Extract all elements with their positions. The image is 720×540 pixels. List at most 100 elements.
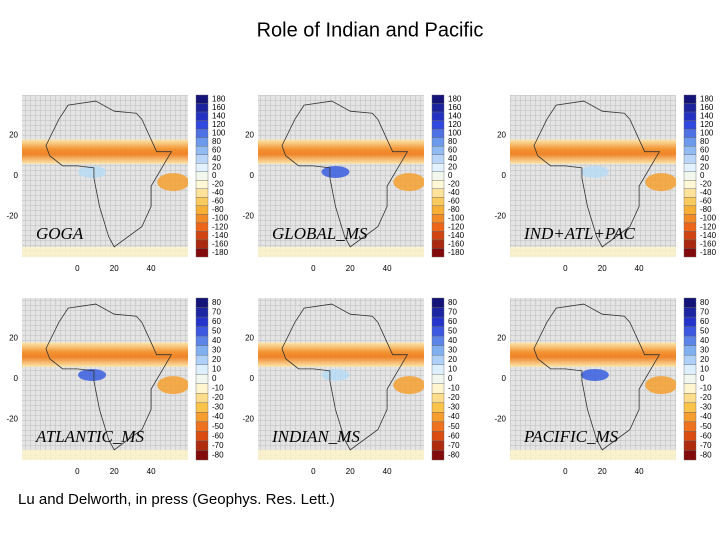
- colorbar-swatch: [683, 94, 697, 104]
- colorbar-swatch: [683, 440, 697, 451]
- colorbar-swatch: [431, 145, 445, 155]
- panel-label: PACIFIC_MS: [523, 427, 619, 446]
- colorbar-swatch: [683, 421, 697, 432]
- colorbar-swatch: [431, 374, 445, 384]
- colorbar-label: 180: [212, 94, 226, 103]
- colorbar-swatch: [195, 421, 209, 432]
- y-tick-label: 0: [250, 171, 255, 180]
- y-tick-label: 0: [14, 171, 19, 180]
- colorbar-swatch: [195, 239, 209, 249]
- colorbar-swatch: [683, 316, 697, 327]
- colorbar-label: -60: [212, 431, 224, 440]
- colorbar-swatch: [195, 297, 209, 308]
- colorbar-label: -180: [448, 248, 465, 257]
- colorbar-label: 100: [448, 128, 462, 137]
- colorbar-swatch: [431, 154, 445, 164]
- colorbar-swatch: [195, 188, 209, 198]
- colorbar-label: 10: [212, 365, 221, 374]
- colorbar-label: 60: [448, 146, 457, 155]
- colorbar-swatch: [683, 154, 697, 164]
- colorbar-label: -70: [212, 441, 224, 450]
- colorbar-swatch: [683, 111, 697, 121]
- colorbar-label: -40: [212, 412, 224, 421]
- colorbar-label: 160: [700, 103, 714, 112]
- x-tick-label: 0: [75, 467, 80, 476]
- colorbar-swatch: [431, 120, 445, 130]
- colorbar-swatch: [195, 197, 209, 207]
- colorbar-swatch: [683, 188, 697, 198]
- colorbar-swatch: [195, 345, 209, 356]
- y-tick-label: -20: [242, 415, 254, 424]
- x-tick-label: 40: [147, 264, 156, 273]
- colorbar-swatch: [195, 412, 209, 423]
- colorbar-swatch: [195, 383, 209, 394]
- anomaly: [580, 165, 609, 178]
- colorbar-swatch: [431, 103, 445, 113]
- colorbar-swatch: [195, 307, 209, 318]
- colorbar-label: -20: [448, 393, 460, 402]
- colorbar-swatch: [431, 197, 445, 207]
- panel-label: IND+ATL+PAC: [523, 224, 635, 243]
- colorbar-swatch: [431, 222, 445, 232]
- colorbar-label: 0: [700, 374, 705, 383]
- colorbar-swatch: [195, 103, 209, 113]
- y-tick-label: 0: [250, 374, 255, 383]
- colorbar-label: -20: [212, 180, 224, 189]
- colorbar-swatch: [683, 335, 697, 346]
- anomaly: [157, 376, 188, 395]
- colorbar-label: -40: [448, 412, 460, 421]
- map-panel: [510, 298, 676, 460]
- colorbar-label: 10: [448, 365, 457, 374]
- colorbar-swatch: [195, 450, 209, 461]
- colorbar-label: 70: [448, 307, 457, 316]
- colorbar-swatch: [195, 326, 209, 337]
- colorbar-swatch: [431, 171, 445, 181]
- colorbar-swatch: [195, 145, 209, 155]
- colorbar-label: -10: [700, 384, 712, 393]
- colorbar-swatch: [683, 364, 697, 375]
- colorbar-swatch: [195, 154, 209, 164]
- colorbar-swatch: [431, 128, 445, 138]
- colorbar-swatch: [683, 163, 697, 172]
- colorbar-label: 30: [212, 346, 221, 355]
- x-tick-label: 0: [563, 264, 568, 273]
- anomaly: [580, 368, 609, 381]
- colorbar-label: 50: [448, 326, 457, 335]
- colorbar-label: 0: [448, 171, 453, 180]
- y-tick-label: -20: [494, 212, 506, 221]
- y-tick-label: 0: [502, 374, 507, 383]
- x-tick-label: 0: [311, 467, 316, 476]
- y-tick-label: 20: [9, 131, 18, 140]
- colorbar-swatch: [431, 393, 445, 404]
- colorbar-swatch: [195, 364, 209, 375]
- colorbar-swatch: [683, 374, 697, 384]
- colorbar-label: 60: [212, 146, 221, 155]
- colorbar-label: -140: [700, 231, 717, 240]
- colorbar-label: -100: [700, 214, 717, 223]
- coastline: [45, 100, 173, 248]
- colorbar-swatch: [683, 239, 697, 249]
- south-band: [22, 449, 188, 460]
- colorbar-label: -20: [212, 393, 224, 402]
- colorbar-swatch: [683, 214, 697, 224]
- colorbar-swatch: [683, 412, 697, 423]
- x-tick-label: 40: [383, 467, 392, 476]
- colorbar-label: -120: [700, 222, 717, 231]
- colorbar-swatch: [431, 412, 445, 423]
- colorbar-swatch: [195, 111, 209, 121]
- colorbar-label: 60: [700, 317, 709, 326]
- colorbar-label: 40: [212, 336, 221, 345]
- colorbar-label: -30: [700, 403, 712, 412]
- colorbar-swatch: [195, 402, 209, 413]
- colorbar-swatch: [683, 345, 697, 356]
- anomaly: [393, 173, 424, 192]
- anomaly: [645, 173, 676, 192]
- colorbar-label: 100: [700, 128, 714, 137]
- colorbar-label: 60: [448, 317, 457, 326]
- panel-label: ATLANTIC_MS: [35, 427, 145, 446]
- colorbar-label: -100: [448, 214, 465, 223]
- colorbar-label: -80: [700, 205, 712, 214]
- colorbar-label: 30: [700, 346, 709, 355]
